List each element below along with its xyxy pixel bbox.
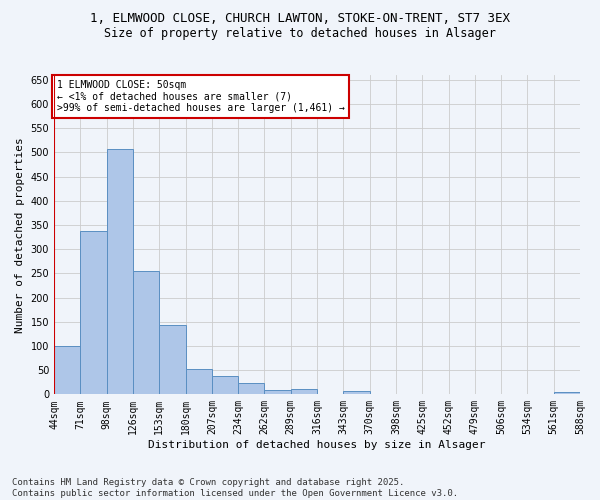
Text: 1, ELMWOOD CLOSE, CHURCH LAWTON, STOKE-ON-TRENT, ST7 3EX: 1, ELMWOOD CLOSE, CHURCH LAWTON, STOKE-O… bbox=[90, 12, 510, 26]
Y-axis label: Number of detached properties: Number of detached properties bbox=[15, 137, 25, 332]
Bar bbox=[107, 149, 133, 394]
Bar bbox=[212, 376, 238, 394]
Bar bbox=[238, 382, 265, 394]
Bar bbox=[80, 231, 107, 394]
Bar bbox=[133, 271, 159, 394]
Bar bbox=[343, 392, 370, 394]
Bar bbox=[265, 390, 291, 394]
Text: Size of property relative to detached houses in Alsager: Size of property relative to detached ho… bbox=[104, 28, 496, 40]
Bar bbox=[159, 325, 185, 394]
X-axis label: Distribution of detached houses by size in Alsager: Distribution of detached houses by size … bbox=[148, 440, 486, 450]
Text: 1 ELMWOOD CLOSE: 50sqm
← <1% of detached houses are smaller (7)
>99% of semi-det: 1 ELMWOOD CLOSE: 50sqm ← <1% of detached… bbox=[56, 80, 344, 113]
Bar bbox=[291, 390, 317, 394]
Text: Contains HM Land Registry data © Crown copyright and database right 2025.
Contai: Contains HM Land Registry data © Crown c… bbox=[12, 478, 458, 498]
Bar bbox=[54, 346, 80, 395]
Bar bbox=[554, 392, 580, 394]
Bar bbox=[185, 368, 212, 394]
